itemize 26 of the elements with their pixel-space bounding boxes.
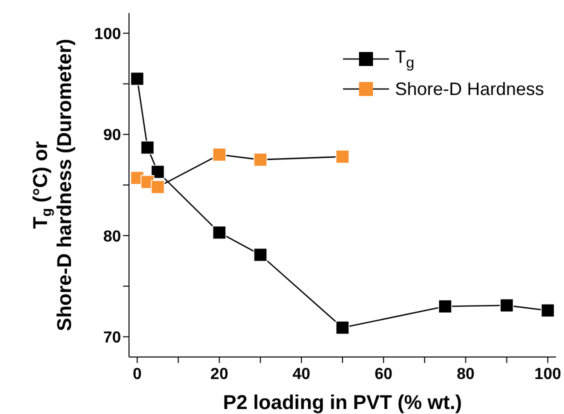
x-tick-label: 60 bbox=[374, 366, 393, 383]
point bbox=[253, 248, 268, 262]
point bbox=[212, 226, 226, 240]
x-tick-label: 0 bbox=[132, 366, 142, 383]
point bbox=[336, 150, 350, 164]
legend-label: Shore-D Hardness bbox=[394, 78, 544, 100]
point bbox=[500, 298, 514, 312]
point bbox=[140, 140, 154, 154]
point bbox=[212, 148, 226, 162]
point bbox=[540, 304, 555, 318]
point bbox=[253, 152, 268, 167]
x-tick-label: 40 bbox=[292, 366, 310, 383]
point bbox=[150, 180, 165, 194]
y-tick-label: 80 bbox=[103, 228, 122, 246]
point bbox=[130, 72, 144, 86]
x-tick-label: 80 bbox=[456, 366, 475, 383]
point bbox=[438, 300, 452, 314]
point bbox=[150, 164, 165, 179]
legend-label: T$_{g}$ bbox=[394, 46, 414, 72]
y-tick-label: 100 bbox=[94, 26, 122, 43]
y-tick-label: 90 bbox=[103, 127, 122, 144]
x-tick-label: 20 bbox=[210, 366, 228, 383]
y-tick-label: 70 bbox=[103, 329, 122, 346]
point bbox=[336, 320, 350, 335]
x-tick-label: 100 bbox=[534, 366, 562, 383]
x-axis-title: P2 loading in PVT (% wt.) bbox=[223, 392, 462, 414]
